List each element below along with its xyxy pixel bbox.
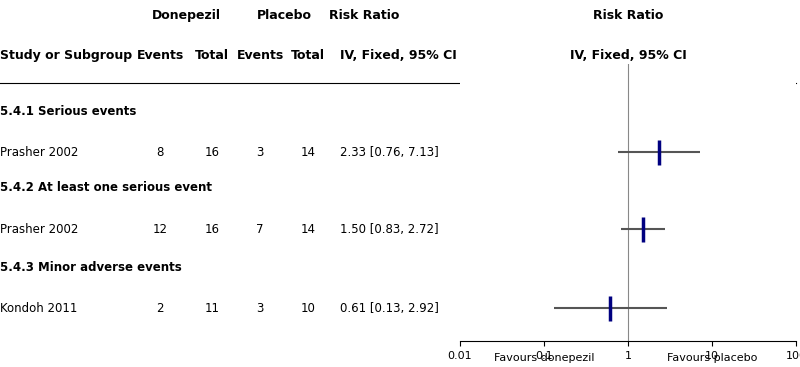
Text: 5.4.3 Minor adverse events: 5.4.3 Minor adverse events: [0, 261, 182, 274]
Text: Favours placebo: Favours placebo: [667, 353, 757, 363]
Text: 3: 3: [256, 146, 264, 159]
Text: Events: Events: [236, 50, 284, 62]
Text: 11: 11: [205, 302, 219, 315]
Text: 2.33 [0.76, 7.13]: 2.33 [0.76, 7.13]: [340, 146, 438, 159]
Text: 5.4.2 At least one serious event: 5.4.2 At least one serious event: [0, 181, 212, 195]
Text: Risk Ratio: Risk Ratio: [329, 9, 399, 22]
Text: Total: Total: [195, 50, 229, 62]
Text: 5.4.1 Serious events: 5.4.1 Serious events: [0, 105, 136, 119]
Text: 16: 16: [205, 223, 219, 236]
Text: Total: Total: [291, 50, 325, 62]
Text: Risk Ratio: Risk Ratio: [593, 9, 663, 22]
Text: Donepezil: Donepezil: [151, 9, 221, 22]
Text: 2: 2: [156, 302, 164, 315]
Text: 7: 7: [256, 223, 264, 236]
Text: IV, Fixed, 95% CI: IV, Fixed, 95% CI: [570, 50, 686, 62]
Text: 1.50 [0.83, 2.72]: 1.50 [0.83, 2.72]: [340, 223, 438, 236]
Text: Placebo: Placebo: [257, 9, 311, 22]
Text: Prasher 2002: Prasher 2002: [0, 146, 78, 159]
Text: Prasher 2002: Prasher 2002: [0, 223, 78, 236]
Text: 10: 10: [301, 302, 315, 315]
Text: 14: 14: [301, 146, 315, 159]
Text: 0.61 [0.13, 2.92]: 0.61 [0.13, 2.92]: [340, 302, 439, 315]
Text: IV, Fixed, 95% CI: IV, Fixed, 95% CI: [340, 50, 457, 62]
Text: 14: 14: [301, 223, 315, 236]
Text: Study or Subgroup: Study or Subgroup: [0, 50, 132, 62]
Text: 8: 8: [156, 146, 164, 159]
Text: Favours donepezil: Favours donepezil: [494, 353, 594, 363]
Text: 12: 12: [153, 223, 167, 236]
Text: Kondoh 2011: Kondoh 2011: [0, 302, 78, 315]
Text: Events: Events: [136, 50, 184, 62]
Text: 3: 3: [256, 302, 264, 315]
Text: 16: 16: [205, 146, 219, 159]
